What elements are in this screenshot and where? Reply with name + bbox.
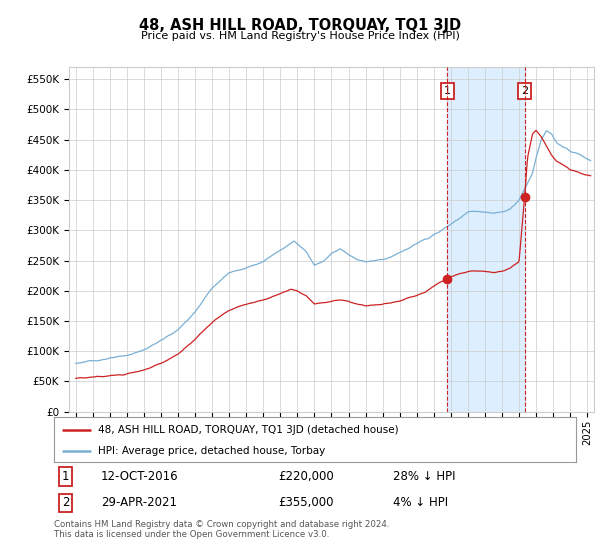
Text: £355,000: £355,000: [278, 496, 334, 509]
Text: Contains HM Land Registry data © Crown copyright and database right 2024.
This d: Contains HM Land Registry data © Crown c…: [54, 520, 389, 539]
Bar: [447, 67, 524, 412]
Text: 2: 2: [62, 496, 70, 509]
Text: 4% ↓ HPI: 4% ↓ HPI: [394, 496, 448, 509]
Text: 12-OCT-2016: 12-OCT-2016: [101, 470, 179, 483]
Text: 2: 2: [521, 86, 528, 96]
Text: 1: 1: [444, 86, 451, 96]
Text: £220,000: £220,000: [278, 470, 334, 483]
Text: 28% ↓ HPI: 28% ↓ HPI: [394, 470, 456, 483]
Text: 1: 1: [62, 470, 70, 483]
Text: 48, ASH HILL ROAD, TORQUAY, TQ1 3JD (detached house): 48, ASH HILL ROAD, TORQUAY, TQ1 3JD (det…: [98, 424, 399, 435]
Text: 29-APR-2021: 29-APR-2021: [101, 496, 177, 509]
Text: HPI: Average price, detached house, Torbay: HPI: Average price, detached house, Torb…: [98, 446, 326, 456]
Text: Price paid vs. HM Land Registry's House Price Index (HPI): Price paid vs. HM Land Registry's House …: [140, 31, 460, 41]
Text: 48, ASH HILL ROAD, TORQUAY, TQ1 3JD: 48, ASH HILL ROAD, TORQUAY, TQ1 3JD: [139, 18, 461, 33]
